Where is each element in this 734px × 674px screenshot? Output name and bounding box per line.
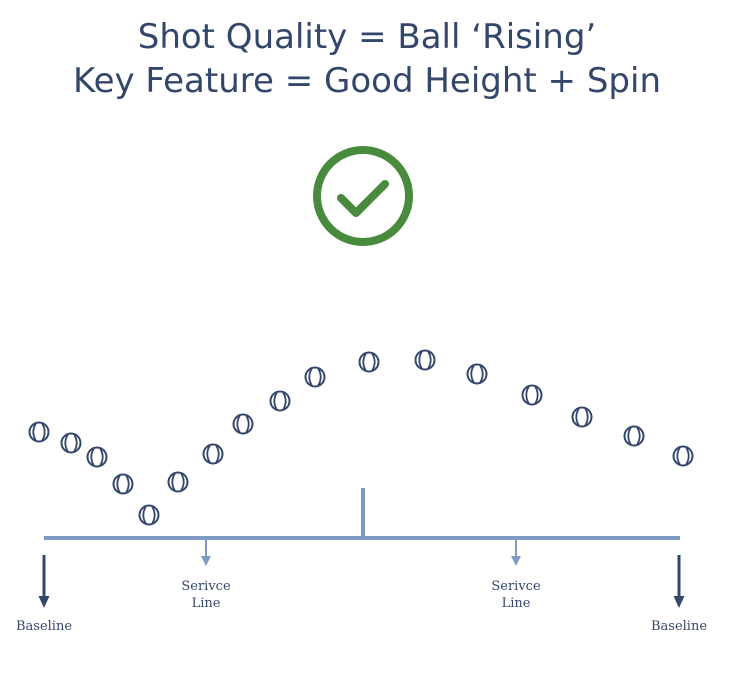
right-service-line-text-1: Serivce: [491, 579, 541, 594]
tennis-ball-icon: [414, 349, 436, 371]
left-service-line-text-2: Line: [191, 596, 221, 611]
tennis-ball-icon: [232, 413, 254, 435]
right-baseline-label: Baseline: [650, 619, 708, 634]
tennis-ball-icon: [269, 390, 291, 412]
tennis-ball-icon: [466, 363, 488, 385]
tennis-ball-icon: [167, 471, 189, 493]
left-service-line-label: Serivce Line: [166, 578, 246, 612]
tennis-ball-icon: [138, 504, 160, 526]
tennis-ball-icon: [304, 366, 326, 388]
title-line-2: Key Feature = Good Height + Spin: [72, 61, 662, 101]
tennis-ball-icon: [60, 432, 82, 454]
right-baseline-arrow: [673, 555, 685, 608]
right-service-arrow: [511, 540, 521, 566]
tennis-ball-icon: [571, 406, 593, 428]
right-service-line-text-2: Line: [501, 596, 531, 611]
tennis-ball-icon: [28, 421, 50, 443]
tennis-ball-icon: [358, 351, 380, 373]
left-service-line-text-1: Serivce: [181, 579, 231, 594]
tennis-ball-icon: [521, 384, 543, 406]
checkmark-circle-icon: [313, 146, 413, 246]
left-baseline-arrow: [38, 555, 50, 608]
tennis-ball-icon: [623, 425, 645, 447]
tennis-ball-icon: [202, 443, 224, 465]
tennis-ball-icon: [672, 445, 694, 467]
right-service-line-label: Serivce Line: [476, 578, 556, 612]
tennis-ball-icon: [86, 446, 108, 468]
left-service-arrow: [201, 540, 211, 566]
tennis-ball-icon: [112, 473, 134, 495]
title-line-1: Shot Quality = Ball ‘Rising’: [137, 17, 597, 57]
left-baseline-label: Baseline: [15, 619, 73, 634]
